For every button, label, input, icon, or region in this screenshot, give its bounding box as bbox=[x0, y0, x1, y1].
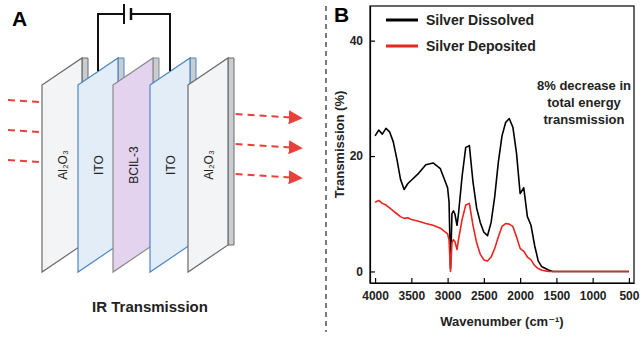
tick: 2000 bbox=[507, 278, 534, 303]
plot-frame bbox=[370, 6, 634, 283]
panel-label: B bbox=[334, 3, 349, 26]
plate bbox=[78, 58, 118, 272]
tick-mark bbox=[484, 278, 485, 283]
annotation-text: total energy bbox=[547, 95, 621, 110]
annotation-text: 8% decrease in bbox=[537, 78, 631, 93]
plot-area bbox=[375, 119, 629, 272]
plate bbox=[150, 58, 190, 272]
x-axis-title: Wavenumber (cm⁻¹) bbox=[440, 314, 563, 329]
tick-mark bbox=[556, 278, 557, 283]
legend-swatch bbox=[386, 45, 418, 48]
y-axis: 0 20 40 bbox=[350, 7, 375, 284]
wire bbox=[98, 14, 170, 71]
tick-label: 3000 bbox=[435, 289, 462, 303]
tick-mark bbox=[411, 278, 412, 283]
battery-plate bbox=[123, 4, 125, 24]
legend-swatch bbox=[386, 19, 418, 22]
tick-mark bbox=[629, 278, 630, 283]
legend-label: Silver Dissolved bbox=[426, 12, 534, 28]
tick: 40 bbox=[350, 34, 375, 48]
diagram-caption: IR Transmission bbox=[92, 298, 208, 315]
tick: 20 bbox=[350, 149, 375, 163]
layer-label: BCIL-3 bbox=[127, 146, 141, 184]
tick: 2500 bbox=[471, 278, 498, 303]
tick-mark bbox=[520, 278, 521, 283]
tick: 3500 bbox=[398, 278, 425, 303]
tick: 500 bbox=[619, 278, 639, 303]
tick-label: 0 bbox=[356, 265, 363, 279]
tick-label: 3500 bbox=[398, 289, 425, 303]
tick-label: 1500 bbox=[544, 289, 571, 303]
layer-label: ITO bbox=[164, 155, 178, 175]
tick: 1500 bbox=[544, 278, 571, 303]
y-axis-title: Transmission (%) bbox=[332, 91, 347, 199]
tick-label: 2000 bbox=[507, 289, 534, 303]
layer-label: ITO bbox=[92, 155, 106, 175]
tick-mark bbox=[593, 278, 594, 283]
panel-separator bbox=[325, 6, 326, 332]
tick-mark bbox=[370, 271, 375, 272]
tick-mark bbox=[370, 156, 375, 157]
annotation-text: transmission bbox=[544, 112, 625, 127]
tick-mark bbox=[448, 278, 449, 283]
plate-edge bbox=[228, 58, 234, 245]
axis-line bbox=[371, 283, 635, 284]
tick: 1000 bbox=[580, 278, 607, 303]
plate bbox=[188, 58, 228, 272]
tick-label: 40 bbox=[350, 34, 364, 48]
annotation: 8% decrease in total energy transmission bbox=[537, 78, 631, 127]
axis-line bbox=[370, 7, 371, 284]
plate bbox=[113, 58, 153, 272]
tick-label: 2500 bbox=[471, 289, 498, 303]
tick-label: 20 bbox=[350, 149, 364, 163]
tick-mark bbox=[375, 278, 376, 283]
battery-plate bbox=[130, 8, 133, 20]
plate bbox=[42, 58, 82, 272]
tick: 3000 bbox=[435, 278, 462, 303]
series-line bbox=[375, 200, 629, 271]
tick: 0 bbox=[356, 265, 375, 279]
panel-b: B 4000 3500 3000 2500 2000 1500 1000 500 0 20 40 Wav… bbox=[332, 3, 640, 329]
tick: 4000 bbox=[362, 278, 389, 303]
series-line bbox=[375, 119, 629, 272]
legend-label: Silver Deposited bbox=[426, 38, 536, 54]
x-axis: 4000 3500 3000 2500 2000 1500 1000 500 bbox=[362, 278, 640, 303]
tick-mark bbox=[370, 41, 375, 42]
figure: AAl₂O₃ITOBCIL-3ITOAl₂O₃IR TransmissionB4… bbox=[0, 0, 642, 337]
tick-label: 4000 bbox=[362, 289, 389, 303]
layer-label: Al₂O₃ bbox=[202, 150, 216, 180]
panel-label: A bbox=[12, 7, 27, 30]
tick-label: 500 bbox=[619, 289, 639, 303]
legend: Silver Dissolved Silver Deposited bbox=[386, 12, 536, 54]
tick-label: 1000 bbox=[580, 289, 607, 303]
layer-label: Al₂O₃ bbox=[56, 150, 70, 180]
panel-a: A Al₂O₃ ITO BCIL-3 ITO Al₂O₃ IR Transmission bbox=[8, 4, 300, 315]
